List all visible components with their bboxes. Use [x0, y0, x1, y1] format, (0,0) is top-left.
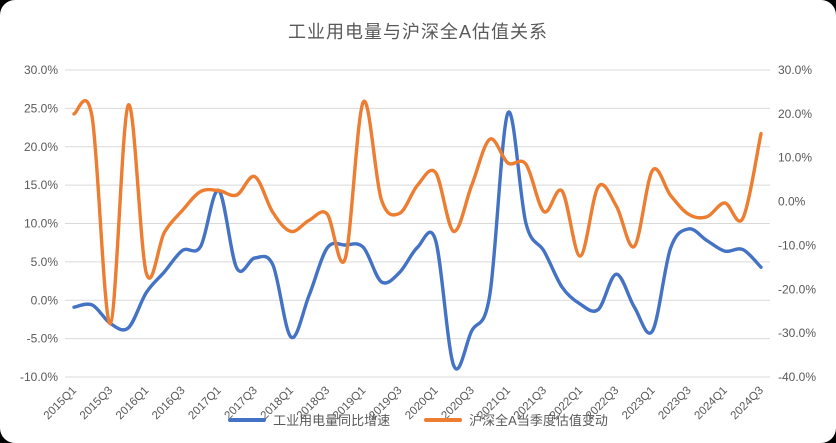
- left-axis-tick-label: -5.0%: [27, 332, 59, 346]
- series1-line-swatch: [228, 417, 267, 422]
- left-axis-tick-label: 5.0%: [31, 255, 59, 269]
- left-axis-tick-label: -10.0%: [20, 370, 58, 384]
- right-axis-tick-label: 0.0%: [778, 195, 806, 209]
- right-axis-tick-label: 10.0%: [778, 151, 812, 165]
- right-axis-tick-label: -30.0%: [778, 326, 816, 340]
- legend-item-series1: 工业用电量同比增速: [228, 410, 390, 429]
- legend-item-series2: 沪深全A当季度估值变动: [424, 410, 608, 429]
- right-axis-tick-label: -10.0%: [778, 238, 816, 252]
- legend-label-series2: 沪深全A当季度估值变动: [469, 413, 608, 428]
- series-line-1: [72, 110, 763, 371]
- chart-title: 工业用电量与沪深全A估值关系: [287, 22, 548, 42]
- left-axis-tick-label: 25.0%: [24, 101, 58, 115]
- series-line-2: [72, 99, 763, 326]
- series2-line-swatch: [424, 417, 463, 422]
- left-axis-tick-label: 10.0%: [24, 217, 58, 231]
- left-axis-tick-label: 20.0%: [24, 140, 58, 154]
- right-axis-tick-label: 30.0%: [778, 63, 812, 77]
- right-axis-tick-label: 20.0%: [778, 107, 812, 121]
- left-axis-tick-label: 0.0%: [31, 293, 59, 307]
- legend-label-series1: 工业用电量同比增速: [273, 413, 391, 428]
- chart-legend: 工业用电量同比增速 沪深全A当季度估值变动: [0, 410, 836, 429]
- left-axis-tick-label: 15.0%: [24, 178, 58, 192]
- left-axis-tick-label: 30.0%: [24, 63, 58, 77]
- right-axis-tick-label: -40.0%: [778, 370, 816, 384]
- right-axis-tick-label: -20.0%: [778, 282, 816, 296]
